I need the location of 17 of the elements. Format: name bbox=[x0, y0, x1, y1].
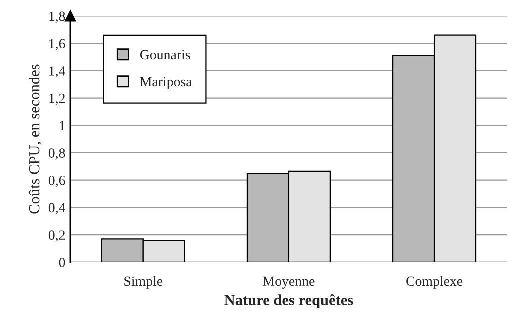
x-axis-title: Nature des requêtes bbox=[224, 294, 354, 309]
legend-label: Gounaris bbox=[140, 50, 190, 60]
y-axis-title: Coûts CPU, en secondes bbox=[28, 64, 42, 214]
legend-label: Mariposa bbox=[140, 77, 192, 90]
y-tick-label: 0,8 bbox=[48, 148, 66, 160]
x-tick-label: Moyenne bbox=[263, 276, 315, 289]
y-tick-label: 0 bbox=[59, 258, 66, 268]
y-tick-label: 1,4 bbox=[50, 66, 66, 78]
y-tick-label: 1,6 bbox=[50, 39, 66, 51]
y-tick-label: 1,2 bbox=[50, 94, 65, 106]
y-tick-label: 0,4 bbox=[48, 203, 66, 215]
x-tick-label: Simple bbox=[124, 276, 163, 289]
y-tick-label: 0,6 bbox=[48, 176, 66, 188]
y-tick-label: 1 bbox=[60, 121, 65, 130]
y-tick-label: 0,2 bbox=[48, 230, 65, 242]
y-tick-label: 1,8 bbox=[50, 12, 66, 24]
x-tick-label: Complexe bbox=[406, 276, 463, 289]
